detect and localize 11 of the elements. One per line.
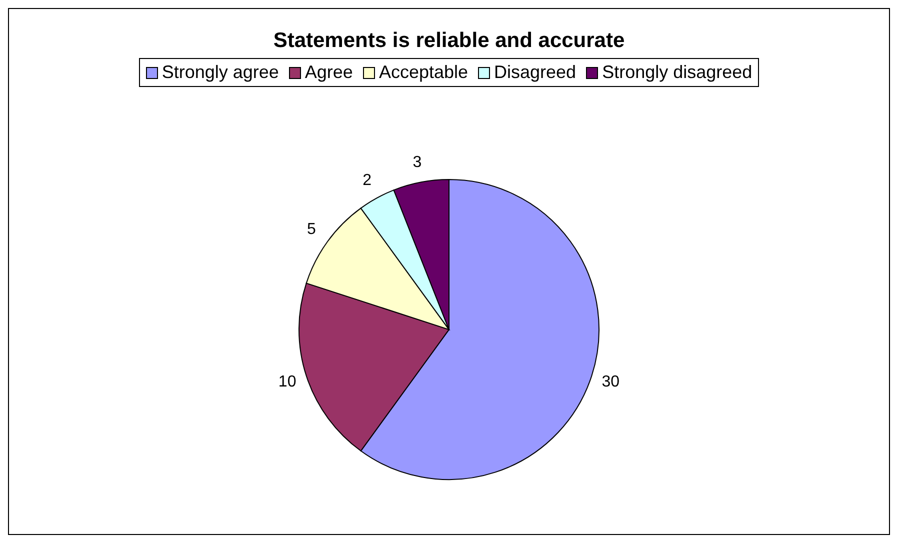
- chart-title: Statements is reliable and accurate: [272, 29, 626, 53]
- legend-label: Agree: [304, 62, 353, 83]
- data-label: 3: [412, 154, 422, 172]
- data-label: 5: [307, 221, 316, 238]
- data-label: 10: [278, 374, 296, 391]
- data-label: 30: [602, 374, 620, 391]
- legend-label: Strongly disagreed: [602, 62, 752, 83]
- legend-label: Acceptable: [378, 62, 468, 83]
- legend-label: Strongly agree: [162, 62, 279, 83]
- data-label: 2: [362, 172, 372, 190]
- legend-label: Disagreed: [494, 62, 576, 83]
